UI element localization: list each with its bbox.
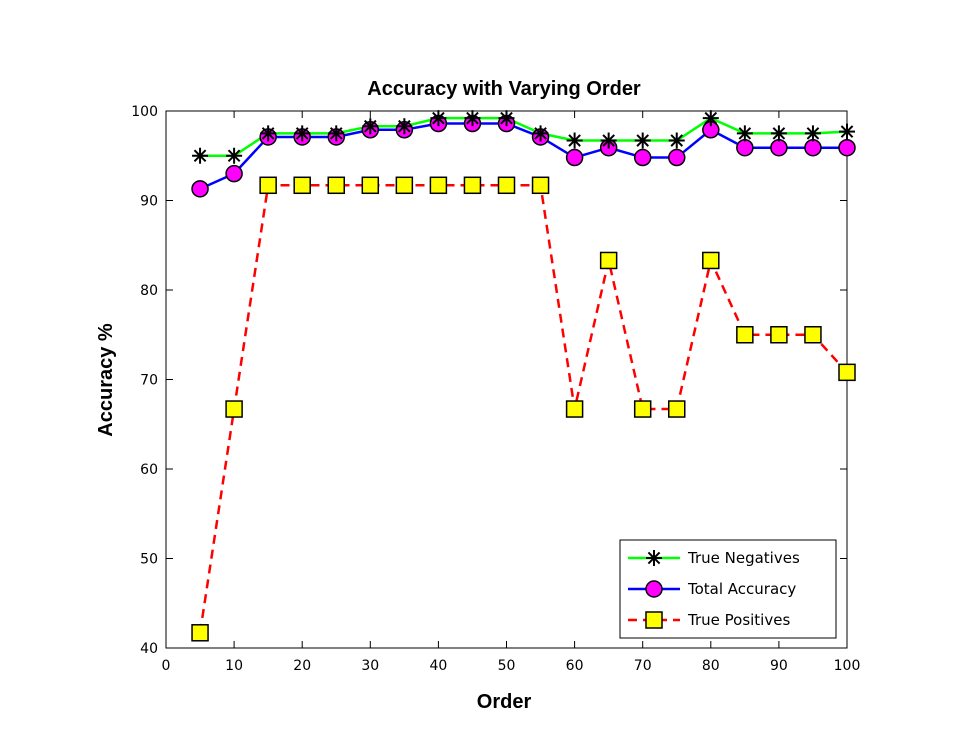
series-2-point bbox=[565, 400, 584, 418]
series-2-point bbox=[736, 326, 754, 344]
series-2-point bbox=[463, 176, 482, 195]
series-0-point bbox=[770, 125, 787, 142]
series-0-point bbox=[804, 125, 821, 142]
series-2-point bbox=[361, 176, 380, 195]
x-tick-label: 90 bbox=[770, 658, 788, 674]
y-tick-label: 70 bbox=[140, 373, 158, 389]
series-0-point bbox=[736, 125, 753, 142]
series-1-point bbox=[633, 148, 652, 167]
y-tick-label: 80 bbox=[140, 283, 158, 299]
series-1-point bbox=[225, 164, 243, 183]
legend-entry-1: Total Accuracy bbox=[687, 580, 796, 598]
series-2-point bbox=[531, 176, 550, 195]
legend: True Negatives Total Accuracy True Positiv… bbox=[619, 539, 837, 639]
x-tick-label: 10 bbox=[225, 658, 243, 674]
series-2-point bbox=[293, 176, 311, 195]
series-0-point bbox=[294, 125, 311, 142]
series-0-point bbox=[566, 132, 583, 149]
series-2-point bbox=[804, 326, 822, 344]
y-tick-label: 60 bbox=[140, 462, 158, 478]
x-axis-label: Order bbox=[477, 691, 532, 713]
series-0-point bbox=[430, 110, 447, 127]
x-tick-label: 50 bbox=[498, 658, 516, 674]
legend-entry-2: True Positives bbox=[687, 611, 790, 629]
series-2-point bbox=[429, 176, 448, 195]
x-tick-label: 60 bbox=[566, 658, 584, 674]
series-0-point bbox=[362, 118, 379, 135]
legend-marker-1 bbox=[645, 580, 663, 598]
plot-area: 0 10 20 30 40 50 60 70 80 90 100 40 50 60 70 80 90 100 bbox=[131, 104, 860, 674]
series-2-point bbox=[497, 176, 516, 195]
y-tick-label: 90 bbox=[140, 194, 158, 210]
series-1-point bbox=[770, 138, 788, 157]
y-tick-label: 50 bbox=[140, 552, 158, 568]
series-2-point bbox=[633, 400, 652, 418]
legend-marker-0 bbox=[646, 550, 662, 566]
x-tick-label: 20 bbox=[293, 658, 311, 674]
legend-marker-2 bbox=[645, 611, 663, 629]
series-0-point bbox=[192, 147, 209, 164]
series-2-point bbox=[259, 176, 277, 195]
x-tick-label: 40 bbox=[429, 658, 447, 674]
series-0-point bbox=[260, 125, 277, 142]
series-0-point bbox=[396, 118, 413, 135]
series-2-point bbox=[702, 251, 720, 270]
series-0-point bbox=[498, 110, 515, 127]
series-1-point bbox=[191, 180, 209, 198]
legend-entry-0: True Negatives bbox=[687, 549, 800, 567]
x-tick-label: 70 bbox=[634, 658, 652, 674]
series-0-point bbox=[702, 110, 719, 127]
x-tick-label: 0 bbox=[162, 658, 171, 674]
y-tick-label: 100 bbox=[131, 104, 158, 120]
series-0-point bbox=[600, 132, 617, 149]
series-2-point bbox=[191, 624, 209, 642]
series-0-point bbox=[839, 123, 855, 140]
series-0-point bbox=[634, 132, 651, 149]
chart-title: Accuracy with Varying Order bbox=[367, 78, 641, 100]
x-tick-label: 30 bbox=[361, 658, 379, 674]
series-2-point bbox=[838, 363, 856, 382]
series-line-2 bbox=[198, 184, 848, 633]
x-tick-label: 80 bbox=[702, 658, 720, 674]
series-0-point bbox=[532, 125, 549, 142]
series-1-point bbox=[838, 138, 856, 157]
x-tick-label: 100 bbox=[834, 658, 861, 674]
series-2-point bbox=[225, 400, 243, 418]
series-2-point bbox=[770, 326, 788, 344]
series-1-point bbox=[565, 148, 584, 167]
series-2-point bbox=[395, 176, 414, 195]
series-2-point bbox=[599, 251, 618, 270]
series-2-point bbox=[327, 176, 345, 195]
series-1-point bbox=[804, 138, 822, 157]
series-0-point bbox=[464, 110, 481, 127]
y-tick-label: 40 bbox=[140, 641, 158, 657]
series-0-point bbox=[668, 132, 685, 149]
series-2-point bbox=[668, 400, 686, 418]
y-axis-label: Accuracy % bbox=[95, 323, 117, 437]
series-0-point bbox=[226, 147, 243, 164]
series-0-point bbox=[328, 125, 345, 142]
series-1-point bbox=[736, 138, 754, 157]
series-1-point bbox=[668, 148, 686, 167]
